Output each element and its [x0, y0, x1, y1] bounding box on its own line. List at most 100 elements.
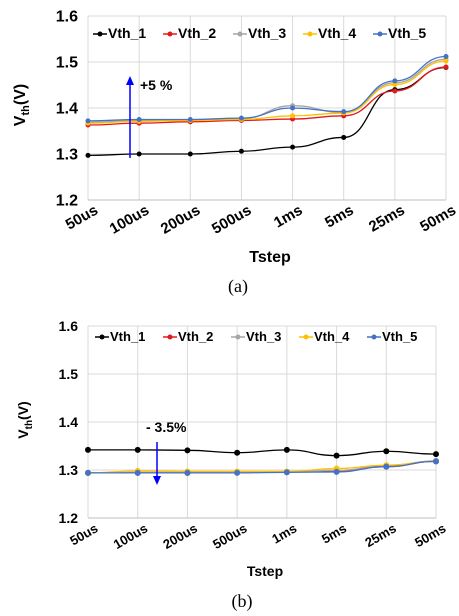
x-tick-label: 25ms	[366, 202, 408, 236]
legend-label: Vth_3	[248, 25, 286, 41]
data-point	[238, 115, 244, 121]
x-tick-label: 50ms	[412, 521, 448, 551]
legend-entry: Vth_5	[373, 25, 426, 41]
data-point	[85, 118, 91, 124]
x-tick-label: 1ms	[269, 521, 299, 547]
chart-b: 1.21.31.41.51.6 50us 100us 200us 500us 1ms 5m…	[15, 318, 448, 612]
legend-marker	[377, 31, 383, 37]
arrow-head	[126, 76, 134, 85]
series-Vth_1	[85, 446, 439, 459]
chart-b-grid	[87, 325, 437, 519]
data-point	[392, 82, 398, 88]
y-tick-label: 1.3	[59, 462, 79, 478]
chart-b-y-ticks: 1.2 1.3 1.4 1.5 1.6	[59, 318, 79, 526]
chart-a: 1.21.31.41.51.6 50us 100us 200us 500us 1ms 5m…	[12, 9, 459, 297]
data-point	[187, 117, 193, 122]
data-point	[383, 463, 390, 470]
data-point	[290, 105, 296, 111]
chart-a-caption: (a)	[228, 276, 248, 297]
legend-label: Vth_1	[110, 329, 145, 344]
data-point	[283, 469, 290, 476]
data-point	[443, 64, 449, 70]
chart-a-annotation: +5 %	[126, 76, 173, 158]
data-point	[85, 469, 91, 476]
data-point	[134, 446, 141, 453]
y-label-main: V	[15, 429, 31, 439]
chart-a-legend: Vth_1 Vth_2 Vth_3 Vth_4 Vth_5	[93, 25, 426, 41]
legend-label: Vth_3	[246, 329, 281, 344]
legend-marker	[99, 334, 105, 340]
legend-entry: Vth_1	[95, 329, 145, 344]
y-tick-label: 1.6	[56, 9, 78, 26]
y-label-tail: (V)	[15, 401, 31, 420]
data-point	[333, 452, 340, 459]
legend-marker	[235, 334, 241, 340]
legend-entry: Vth_1	[93, 25, 146, 41]
legend-marker	[237, 31, 243, 37]
legend-label: Vth_1	[108, 25, 146, 41]
chart-b-x-ticks: 50us 100us 200us 500us 1ms 5ms 25ms 50ms	[67, 521, 448, 552]
legend-marker	[307, 31, 313, 37]
data-point	[136, 151, 142, 157]
data-point	[290, 113, 296, 119]
y-tick-label: 1.5	[56, 55, 78, 72]
y-tick-label: 1.4	[59, 414, 79, 430]
data-point	[383, 448, 390, 455]
y-tick-label: 1.2	[56, 193, 78, 210]
data-point	[433, 458, 439, 465]
x-tick-label: 200us	[160, 521, 199, 552]
arrow-head	[153, 476, 161, 485]
x-tick-label: 5ms	[322, 202, 357, 232]
x-tick-label: 1ms	[271, 202, 306, 232]
legend-marker	[303, 334, 309, 340]
chart-b-annotation: - 3.5%	[146, 419, 187, 485]
x-tick-label: 100us	[111, 521, 150, 552]
y-label-sub: th	[20, 105, 32, 116]
data-point	[392, 88, 398, 94]
series-line	[88, 460, 437, 474]
chart-b-y-axis-label: Vth(V)	[15, 401, 35, 438]
x-tick-label: 500us	[210, 521, 249, 552]
data-point	[433, 451, 439, 458]
y-tick-label: 1.6	[59, 318, 79, 334]
data-point	[443, 53, 449, 59]
x-tick-label: 200us	[158, 202, 203, 238]
data-point	[234, 449, 241, 456]
annotation-text: - 3.5%	[146, 419, 187, 435]
legend-label: Vth_2	[178, 329, 213, 344]
legend-marker	[167, 31, 173, 37]
legend-marker	[97, 31, 103, 37]
data-point	[136, 117, 142, 122]
data-point	[333, 468, 340, 475]
y-label-sub: th	[24, 420, 35, 429]
x-tick-label: 500us	[209, 202, 254, 238]
y-tick-label: 1.5	[59, 366, 79, 382]
chart-b-caption: (b)	[232, 591, 253, 612]
series-line	[87, 460, 437, 474]
x-tick-label: 5ms	[319, 521, 349, 547]
chart-b-x-axis-label: Tstep	[247, 563, 283, 579]
x-tick-label: 25ms	[362, 521, 398, 551]
legend-label: Vth_4	[314, 329, 350, 344]
data-point	[392, 78, 398, 84]
series-line	[88, 449, 437, 457]
data-point	[85, 446, 91, 453]
series-Vth_5	[85, 458, 439, 476]
y-tick-label: 1.4	[56, 101, 78, 118]
series-Vth_5	[85, 53, 449, 124]
legend-label: Vth_4	[318, 25, 356, 41]
chart-a-y-ticks: 1.2 1.3 1.4 1.5 1.6	[56, 9, 78, 210]
chart-a-x-axis-label: Tstep	[249, 249, 291, 266]
legend-label: Vth_5	[382, 329, 417, 344]
data-point	[341, 109, 347, 115]
data-point	[187, 151, 193, 157]
legend-marker	[371, 334, 377, 340]
x-tick-label: 100us	[107, 202, 152, 238]
legend-entry: Vth_4	[299, 329, 350, 344]
legend-entry: Vth_5	[367, 329, 417, 344]
data-point	[85, 152, 91, 158]
legend-label: Vth_2	[178, 25, 216, 41]
data-point	[283, 446, 290, 453]
data-point	[134, 469, 141, 476]
